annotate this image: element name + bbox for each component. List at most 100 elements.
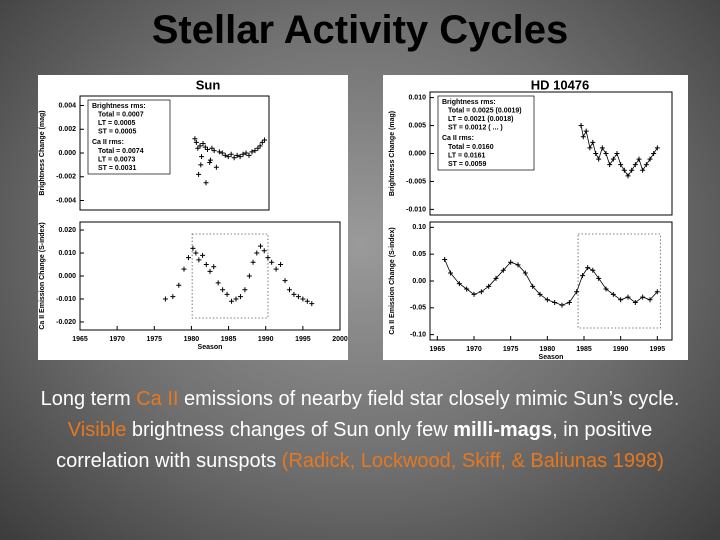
annotation: Total = 0.0074 (98, 148, 144, 155)
point (448, 270, 454, 276)
annotation: ST = 0.0012 ( ... ) (448, 125, 503, 132)
body-segment: Long term (40, 388, 137, 410)
point (508, 259, 514, 265)
point (629, 167, 635, 173)
point (530, 283, 536, 289)
point (578, 123, 584, 129)
point (544, 297, 550, 303)
point (242, 287, 248, 293)
body-segment: , in positive correlation with sunspots (56, 419, 653, 472)
point (234, 152, 240, 158)
point (442, 257, 448, 263)
panel-title: HD 10476 (531, 77, 590, 92)
point (583, 128, 589, 134)
point (647, 156, 653, 162)
point (225, 154, 231, 160)
point (246, 152, 252, 158)
slide-title: Stellar Activity Cycles (151, 8, 569, 52)
point (580, 273, 586, 279)
x-tick-label: 1965 (430, 346, 446, 353)
point (640, 294, 646, 300)
point (250, 259, 256, 265)
point (654, 145, 660, 151)
y-tick-label: 0.05 (412, 251, 426, 258)
annotation: Ca II rms: (92, 139, 124, 146)
y-tick-label: 0.000 (408, 150, 426, 157)
y-tick-label: 0.010 (408, 94, 426, 101)
annotation: Total = 0.0025 (0.0019) (448, 107, 522, 114)
point (636, 156, 642, 162)
point (215, 280, 221, 286)
x-tick-label: 1975 (146, 336, 162, 343)
point (229, 298, 235, 304)
point (216, 149, 222, 155)
y-tick-label: 0.004 (58, 102, 76, 109)
point (537, 291, 543, 297)
point (651, 151, 657, 156)
annotation: Ca II rms: (442, 135, 474, 142)
point (625, 294, 631, 300)
y-tick-label: -0.10 (410, 331, 426, 338)
annotation: Total = 0.0160 (448, 144, 494, 151)
point (273, 266, 279, 272)
body-segment: milli-mags (453, 419, 553, 441)
point (203, 262, 209, 268)
point (196, 257, 202, 263)
point (198, 162, 204, 168)
body-segment: (Radick, Lockwood, Skiff, & Baliunas 199… (281, 450, 664, 472)
point (162, 296, 168, 302)
point (220, 287, 226, 293)
point (574, 289, 580, 295)
point (566, 299, 572, 305)
point (643, 162, 649, 168)
x-tick-label: 1965 (72, 336, 88, 343)
body-segment: Ca II (136, 388, 179, 410)
point (464, 286, 470, 292)
y-tick-label: -0.005 (406, 178, 426, 185)
point (265, 255, 271, 261)
point (213, 164, 219, 170)
annotation: ST = 0.0059 (448, 161, 486, 168)
point (211, 264, 217, 270)
point (625, 173, 631, 179)
point (295, 294, 301, 300)
point (309, 301, 315, 307)
x-tick-label: 1975 (503, 346, 519, 353)
point (207, 157, 213, 163)
point (647, 297, 653, 303)
point (237, 294, 243, 300)
y-axis-label: Brightness Change (mag) (389, 111, 396, 196)
point (291, 291, 297, 297)
point (258, 243, 264, 249)
point (185, 255, 191, 261)
x-tick-label: 1970 (466, 346, 482, 353)
point (228, 151, 234, 157)
point (590, 267, 596, 273)
annotation: LT = 0.0161 (448, 152, 486, 159)
point (610, 291, 616, 297)
point (632, 162, 638, 168)
annotation: Total = 0.0007 (98, 111, 144, 118)
x-tick-label: 1990 (613, 346, 629, 353)
y-tick-label: 0.010 (58, 250, 76, 257)
point (254, 250, 260, 256)
point (614, 151, 620, 156)
point (190, 245, 196, 251)
point (207, 160, 213, 165)
point (176, 282, 182, 288)
point (233, 296, 239, 302)
point (192, 136, 198, 142)
point (262, 137, 268, 143)
annotation: Brightness rms: (92, 103, 146, 110)
point (552, 299, 558, 305)
point (640, 167, 646, 173)
point (585, 265, 591, 271)
y-tick-label: -0.010 (406, 206, 426, 213)
x-tick-label: 1980 (184, 336, 200, 343)
figure-panel (38, 75, 348, 360)
point (240, 151, 246, 157)
y-tick-label: 0.000 (58, 273, 76, 280)
point (200, 141, 206, 146)
point (593, 151, 599, 156)
